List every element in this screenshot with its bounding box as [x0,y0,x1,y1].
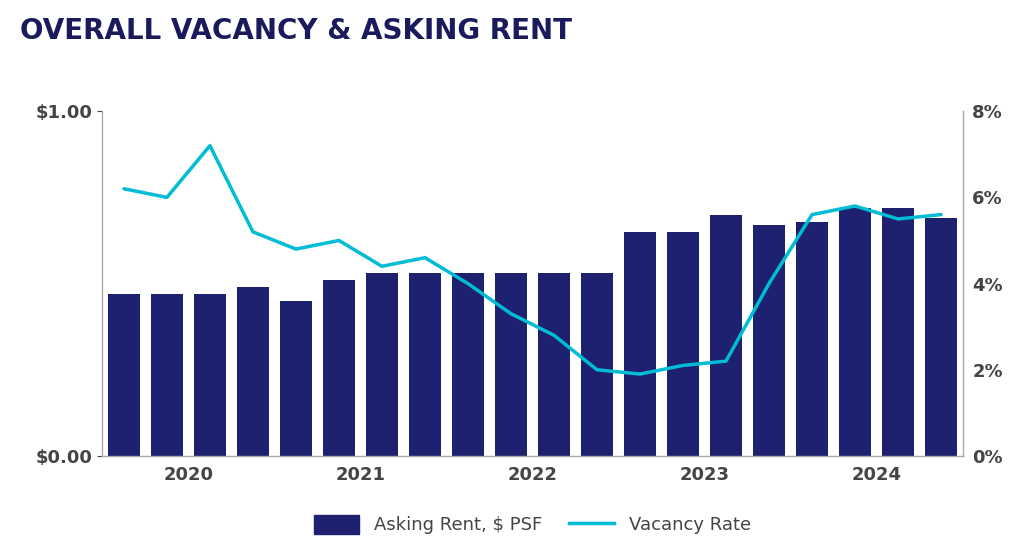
Bar [108,294,140,456]
Bar [151,294,183,456]
Bar [538,273,570,456]
Bar [409,273,441,456]
Bar [452,273,484,456]
Bar [194,294,226,456]
Bar [323,280,355,456]
Bar [366,273,398,456]
Legend: Asking Rent, $ PSF, Vacancy Rate: Asking Rent, $ PSF, Vacancy Rate [305,506,760,543]
Bar [667,232,699,456]
Bar [581,273,613,456]
Bar [237,287,269,456]
Bar [882,208,914,456]
Text: OVERALL VACANCY & ASKING RENT: OVERALL VACANCY & ASKING RENT [20,17,572,44]
Bar [796,221,828,456]
Bar [839,208,871,456]
Bar [495,273,527,456]
Bar [925,218,957,456]
Bar [280,301,312,456]
Bar [753,225,785,456]
Bar [710,215,742,456]
Bar [624,232,656,456]
